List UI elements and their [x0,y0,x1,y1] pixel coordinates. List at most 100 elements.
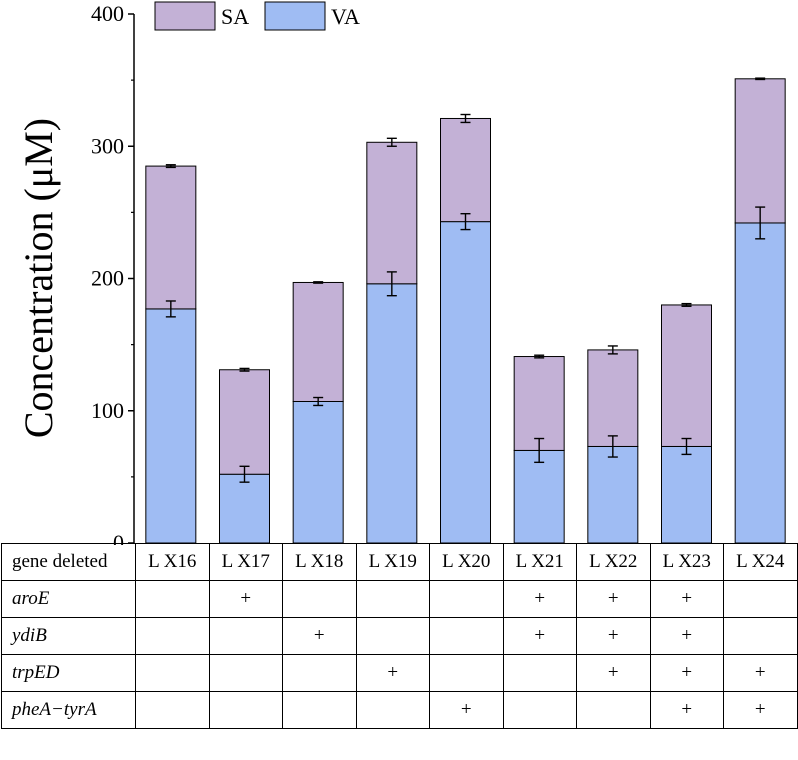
table-row: ydiB + + + + [1,617,798,655]
strain-label-5: L X21 [502,543,577,581]
y-tick-label-400: 400 [91,1,124,26]
deletion-mark: + [429,691,504,729]
legend-swatch-va [264,1,326,31]
bars-layer [145,77,786,544]
deletion-mark [135,691,210,729]
bar-sa-3 [366,141,418,285]
error-bar-va-5 [534,437,545,464]
deletion-mark: + [282,617,357,655]
error-bar-va-3 [386,271,397,297]
deletion-mark [208,691,283,729]
deletion-mark [282,654,357,692]
bar-sa-7 [661,304,712,447]
table-header-label: gene deleted [1,543,136,581]
deletion-mark [135,617,210,655]
gene-name: pheA−tyrA [1,691,136,729]
deletion-mark: + [208,580,283,618]
deletion-mark [723,580,798,618]
deletion-mark: + [502,617,577,655]
deletion-mark [282,580,357,618]
error-bar-va-1 [239,465,250,483]
deletion-mark [355,691,430,729]
deletion-mark [576,691,651,729]
gene-name: ydiB [1,617,136,655]
strain-label-1: L X17 [208,543,283,581]
bar-sa-0 [145,165,197,310]
deletion-mark [135,654,210,692]
y-axis-title: Concentration (μM) [16,118,61,438]
bar-sa-6 [587,349,639,447]
deletion-mark: + [355,654,430,692]
deletion-mark [208,654,283,692]
bar-sa-4 [440,117,491,223]
error-bar-sa-0 [165,164,176,169]
bar-va-5 [513,449,565,544]
table-row: trpED + + + + [1,654,798,692]
bar-sa-1 [219,369,270,475]
deletion-mark [355,580,430,618]
y-tick-label-200: 200 [91,266,124,291]
y-tick-label-100: 100 [91,398,124,423]
bar-va-7 [661,445,712,544]
deletion-mark: + [723,654,798,692]
deletion-mark: + [576,580,651,618]
deletion-mark: + [576,617,651,655]
deletion-mark: + [723,691,798,729]
error-bar-sa-2 [313,281,324,284]
error-bar-sa-7 [681,302,692,307]
deletion-mark [723,617,798,655]
deletion-mark [208,617,283,655]
y-tick-label-300: 300 [91,133,124,158]
bar-va-4 [440,221,491,544]
bar-sa-2 [292,281,344,402]
deletion-mark [282,691,357,729]
legend-label-sa: SA [221,4,249,29]
strain-label-8: L X24 [723,543,798,581]
gene-deletion-table: gene deleted L X16 L X17 L X18 L X19 L X20 L X… [1,543,798,729]
error-bar-sa-1 [239,367,250,372]
error-bar-sa-4 [460,113,471,124]
deletion-mark [429,654,504,692]
error-bar-va-2 [313,396,324,407]
error-bar-va-0 [165,300,176,318]
bar-va-8 [734,222,786,544]
deletion-mark: + [649,580,724,618]
error-bar-va-7 [681,437,692,456]
bar-sa-8 [734,78,786,224]
error-bar-va-8 [755,206,766,240]
stacked-bar-chart: 0 100 200 300 400 Concentration (μM) SA VA [16,1,786,545]
deletion-mark: + [502,580,577,618]
deletion-mark [502,654,577,692]
bar-va-3 [366,283,418,544]
error-bar-sa-5 [534,354,545,359]
legend-swatch-sa [154,1,216,31]
bar-sa-5 [513,356,565,451]
strain-label-0: L X16 [135,543,210,581]
table-row: aroE + + + + [1,580,798,618]
table-header-row: gene deleted L X16 L X17 L X18 L X19 L X20 L X… [1,543,798,581]
y-tick-label-0: 0 [113,530,124,545]
legend-label-va: VA [331,4,360,29]
strain-label-6: L X22 [576,543,651,581]
table-row: pheA−tyrA + + + [1,691,798,729]
deletion-mark: + [649,617,724,655]
error-bar-va-6 [607,435,618,458]
gene-name: trpED [1,654,136,692]
strain-label-2: L X18 [282,543,357,581]
bar-va-1 [219,473,270,544]
deletion-mark: + [576,654,651,692]
deletion-mark [502,691,577,729]
legend: SA VA [154,1,360,31]
deletion-mark [355,617,430,655]
error-bar-va-4 [460,212,471,231]
deletion-mark [135,580,210,618]
error-bar-sa-3 [386,137,397,147]
bar-va-0 [145,308,197,544]
deletion-mark [429,617,504,655]
deletion-mark: + [649,654,724,692]
error-bar-sa-6 [607,345,618,355]
deletion-mark [429,580,504,618]
bar-va-2 [292,400,344,544]
deletion-mark: + [649,691,724,729]
y-axis: 0 100 200 300 400 [91,1,135,545]
